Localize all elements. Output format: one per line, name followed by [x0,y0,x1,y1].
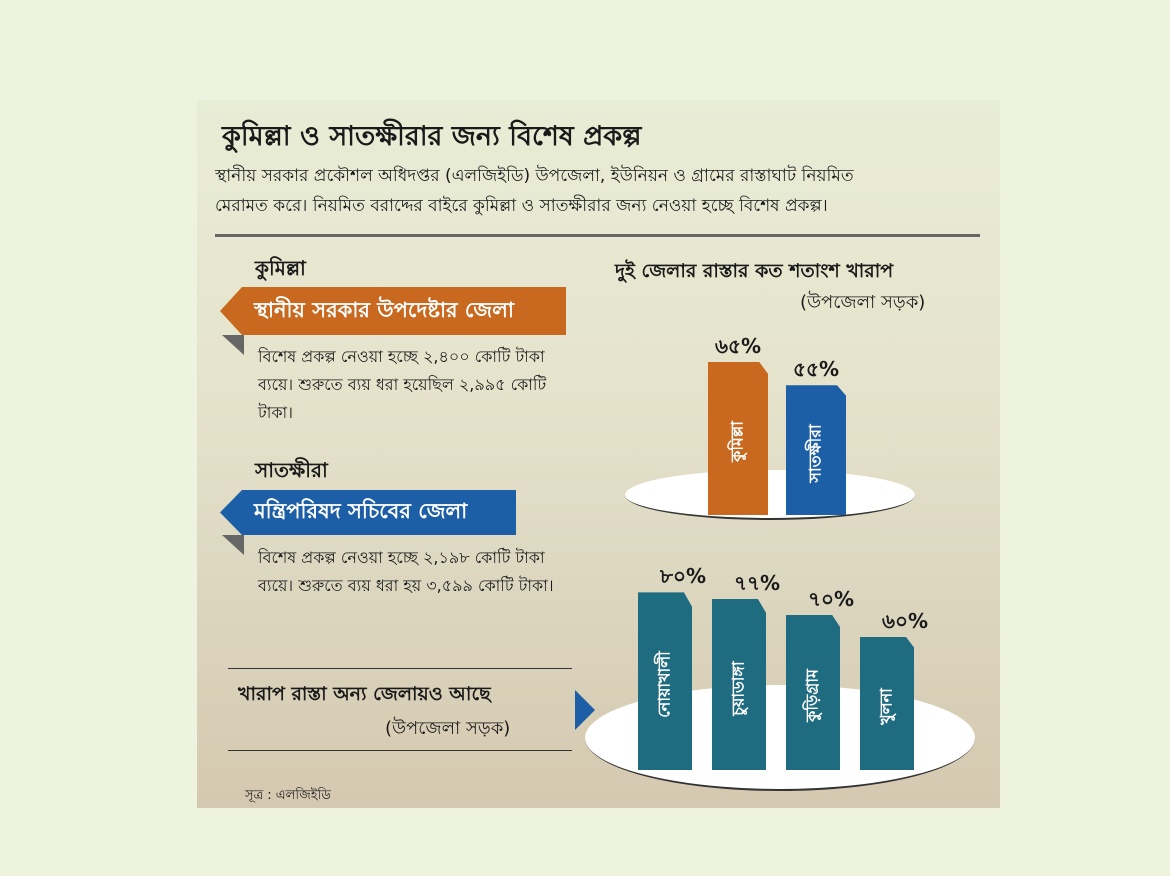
bar-category-label: চুয়াডাঙ্গা [728,660,748,716]
bar-1-3 [860,636,914,770]
arrow-icon [575,690,595,730]
comilla-banner-text: স্থানীয় সরকার উপদেষ্টার জেলা [254,297,514,322]
intro-line-2: মেরামত করে। নিয়মিত বরাদ্দের বাইরে কুমিল… [215,196,828,216]
bar-value-label: ৬৫% [714,333,762,358]
banner-fold [222,335,244,355]
bar-value-label: ৬০% [881,608,929,633]
divider [228,750,572,751]
intro-line-1: স্থানীয় সরকার প্রকৌশল অধিদপ্তর (এলজিইডি… [215,166,854,186]
chart1-subtitle: (উপজেলা সড়ক) [800,292,926,313]
bar-0-0 [708,361,768,515]
source: সূত্র : এলজিইডি [245,788,331,803]
bar-value-label: ৫৫% [793,357,839,382]
bar-0-1 [786,385,846,515]
chart1-title: দুই জেলার রাস্তার কত শতাংশ খারাপ [615,260,894,282]
satkhira-text: বিশেষ প্রকল্প নেওয়া হচ্ছে ২,১৯৮ কোটি টা… [258,548,554,595]
bar-value-label: ৭০% [807,586,855,611]
page-title: কুমিল্লা ও সাতক্ষীরার জন্য বিশেষ প্রকল্প [222,121,642,152]
satkhira-banner-text: মন্ত্রিপরিষদ সচিবের জেলা [254,499,468,523]
bar-category-label: কুমিল্লা [727,421,747,463]
divider [228,668,572,669]
comilla-text: বিশেষ প্রকল্প নেওয়া হচ্ছে ২,৪০০ কোটি টা… [258,347,547,422]
bar-1-1 [712,599,766,770]
comilla-heading: কুমিল্লা [255,256,306,280]
bar-value-label: ৭৭% [733,571,781,596]
others-subtitle: (উপজেলা সড়ক) [385,718,511,739]
bar-category-label: নোয়াখালী [654,651,674,718]
chart1-base [625,470,915,520]
others-title: খারাপ রাস্তা অন্য জেলায়ও আছে [238,683,491,705]
banner-fold [222,535,244,555]
bar-category-label: সাতক্ষীরা [805,424,825,483]
comilla-banner: স্থানীয় সরকার উপদেষ্টার জেলা [220,287,566,335]
satkhira-banner: মন্ত্রিপরিষদ সচিবের জেলা [220,490,516,535]
bar-1-2 [786,614,840,770]
bar-category-label: কুড়িগ্রাম [802,669,822,723]
bar-category-label: খুলনা [876,688,896,726]
bar-value-label: ৮০% [659,564,707,589]
divider [215,234,980,237]
bar-1-0 [638,592,692,770]
satkhira-heading: সাতক্ষীরা [255,458,328,482]
